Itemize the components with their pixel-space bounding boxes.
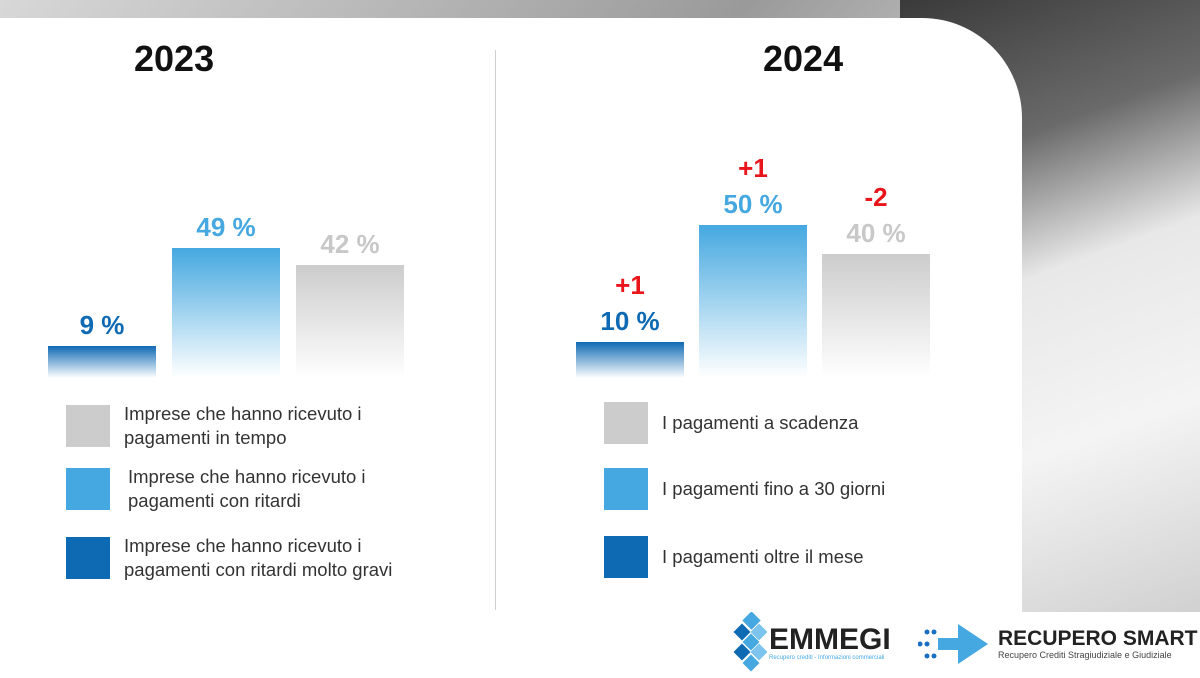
legend-item-over-month: I pagamenti oltre il mese [604,536,864,578]
delta-label: -2 [864,181,888,212]
recupero-smart-tagline: Recupero Crediti Stragiudiziale e Giudiz… [998,650,1172,660]
legend-item-delays: Imprese che hanno ricevuto i pagamenti c… [66,465,388,513]
bar-grey [822,253,930,378]
data-label: 50 % [723,188,783,219]
data-label: 10 % [600,305,660,336]
legend-swatch [604,468,648,510]
emmegi-diamond-icon [733,612,768,672]
footer-strip [0,612,1200,678]
legend-swatch [604,536,648,578]
bar-grey [296,265,404,378]
bar-light-blue [699,224,807,378]
delta-label: +1 [615,269,645,300]
bar-light-blue [172,247,280,378]
emmegi-tagline: Recupero crediti - Informazioni commerci… [769,655,885,661]
data-label: 42 % [320,229,380,260]
bar-dark-blue [48,345,156,378]
legend-item-30-days: I pagamenti fino a 30 giorni [604,468,885,510]
emmegi-logo: EMMEGI Recupero crediti - Informazioni c… [733,612,891,674]
chart-title-2024: 2024 [763,38,844,79]
data-label: 9 % [79,309,125,340]
delta-label: +1 [738,152,768,183]
legend-item-severe-delays: Imprese che hanno ricevuto i pagamenti c… [66,534,424,582]
legend-label: I pagamenti fino a 30 giorni [662,478,886,499]
legend-swatch [66,468,110,510]
legend-label: Imprese che hanno ricevuto i pagamenti c… [124,535,393,580]
legend-label: I pagamenti oltre il mese [662,546,864,567]
arrow-icon [918,624,988,664]
legend-swatch [66,405,110,447]
legend-label: I pagamenti a scadenza [662,412,859,433]
emmegi-wordmark: EMMEGI [769,623,891,656]
legend-item-on-time: Imprese che hanno ricevuto i pagamenti i… [66,402,384,450]
legend-swatch [66,537,110,579]
data-label: 40 % [846,217,906,248]
legend-label: Imprese che hanno ricevuto i pagamenti i… [124,403,362,448]
legend-item-on-due: I pagamenti a scadenza [604,402,858,444]
bar-dark-blue [576,341,684,378]
legend-swatch [604,402,648,444]
divider [495,50,496,610]
data-label: 49 % [196,211,256,242]
recupero-smart-wordmark: RECUPERO SMART [998,627,1198,650]
legend-label: Imprese che hanno ricevuto i pagamenti c… [128,466,366,511]
chart-title-2023: 2023 [134,38,215,79]
recupero-smart-logo: RECUPERO SMART Recupero Crediti Stragiud… [918,622,1198,666]
